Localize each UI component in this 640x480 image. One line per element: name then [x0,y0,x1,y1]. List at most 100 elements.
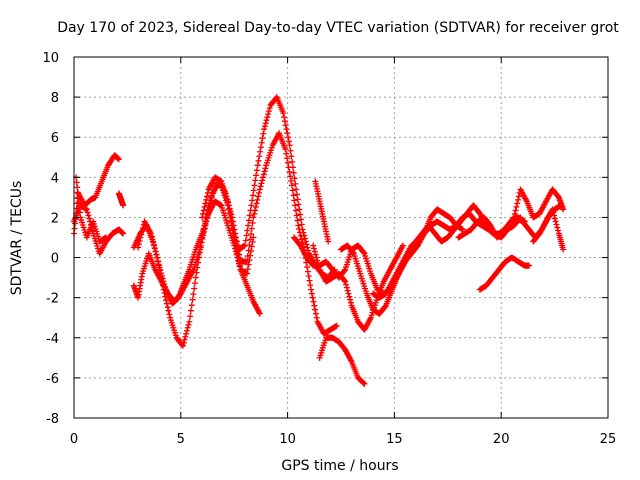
data-point [244,227,251,234]
data-point [84,209,91,216]
x-tick-label: 10 [279,432,296,447]
data-point [197,246,204,253]
data-point [343,284,350,291]
data-point [255,193,262,200]
data-point [73,205,80,212]
data-point [285,164,292,171]
data-point [163,300,170,307]
data-point [245,217,252,224]
data-point [249,192,256,199]
data-point [183,327,190,334]
y-tick-label: 10 [42,51,59,66]
data-point [525,262,532,269]
data-point [350,249,357,256]
data-point [179,342,186,349]
data-point [312,310,319,317]
data-point [264,114,271,121]
data-point [261,168,268,175]
data-point [85,212,92,219]
data-point [74,189,81,196]
data-point [232,237,239,244]
data-point [256,186,263,193]
data-point [120,230,127,237]
series-arc-d [115,190,127,209]
data-point [286,142,293,149]
tick-labels: 0 5 10 15 20 25 -8 -6 -4 -2 0 2 4 6 8 10 [42,51,616,447]
data-point [225,202,232,209]
data-point [163,297,170,304]
data-point [313,314,320,321]
data-point [86,215,93,222]
data-point [297,232,304,239]
data-point [189,296,196,303]
data-point [253,167,260,174]
data-point [205,207,212,214]
data-point [347,296,354,303]
y-tick-label: -4 [46,332,59,347]
data-point [76,209,83,216]
series-arc-h [199,130,340,337]
axis-ticks [73,56,609,419]
data-point [280,110,287,117]
data-point [247,236,254,243]
data-point [333,322,340,329]
data-point [292,202,299,209]
series-arc-c [73,174,110,245]
data-point [296,229,303,236]
data-point [293,191,300,198]
data-point [315,263,322,270]
data-point [250,214,257,221]
data-point [227,214,234,221]
data-point [236,251,243,258]
y-tick-label: 6 [51,131,59,146]
data-point [515,196,522,203]
data-point [262,120,269,127]
data-point [304,264,311,271]
data-point [347,299,354,306]
series-arc-q [476,254,532,293]
data-point [325,238,332,245]
data-point [252,177,259,184]
y-tick-label: -6 [46,372,59,387]
data-point [256,310,263,317]
x-tick-label: 25 [600,432,617,447]
data-point [246,212,253,219]
data-point [72,220,79,227]
data-point [308,290,315,297]
data-point [164,304,171,311]
data-point [184,324,191,331]
data-point [204,189,211,196]
y-tick-label: -8 [46,412,59,427]
data-point [257,183,264,190]
data-point [285,134,292,141]
data-point [290,192,297,199]
x-tick-label: 15 [386,432,403,447]
y-tick-label: 4 [51,171,59,186]
data-point [309,294,316,301]
data-point [230,226,237,233]
data-point [261,126,268,133]
x-tick-label: 5 [177,432,185,447]
data-point [261,123,268,130]
data-point [288,182,295,189]
data-point [284,155,291,162]
data-point [361,380,368,387]
data-point [185,321,192,328]
data-point [399,242,406,249]
data-point [224,198,231,205]
series-arc-s [530,206,567,253]
data-point [311,248,318,255]
data-point [256,189,263,196]
data-point [307,282,314,289]
data-point [197,243,204,250]
data-point [244,258,251,265]
data-point [382,303,389,310]
data-point [162,293,169,300]
data-point [345,290,352,297]
y-tick-label: -2 [46,292,59,307]
data-point [291,197,298,204]
data-point [245,222,252,229]
data-point [205,211,212,218]
data-point [73,179,80,186]
